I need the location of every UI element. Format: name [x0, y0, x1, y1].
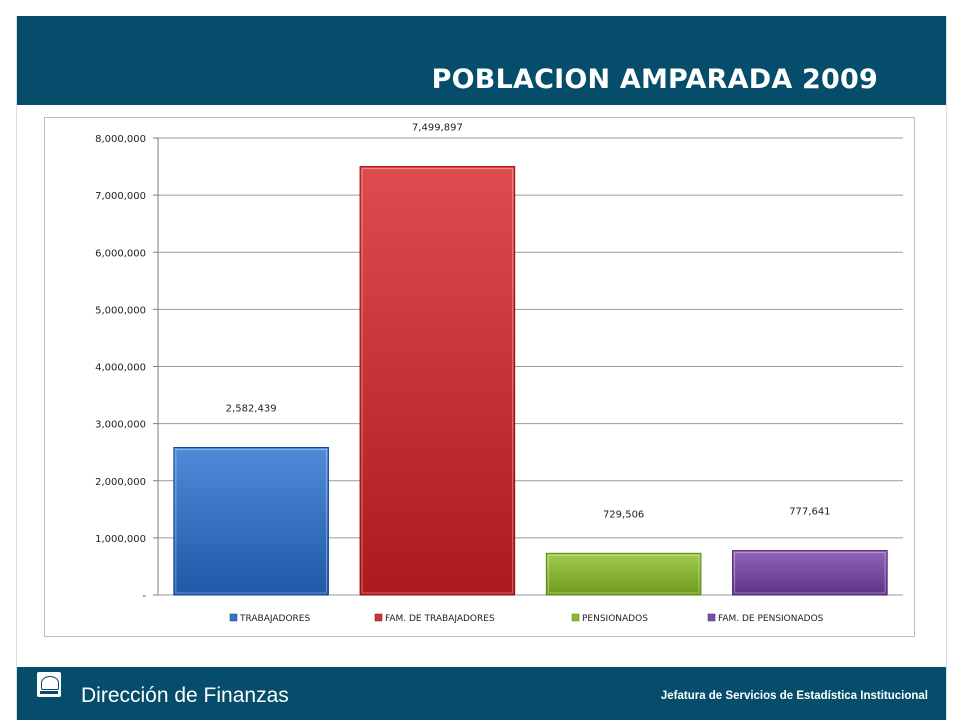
data-label: 7,499,897	[412, 123, 463, 134]
legend-swatch	[229, 613, 238, 622]
y-tick-label: 2,000,000	[95, 477, 146, 488]
bar-fam-de-pensionados	[732, 550, 888, 596]
slide: POBLACION AMPARADA 2009 - 1,000,000 2,000,…	[16, 16, 947, 720]
data-label: 2,582,439	[226, 403, 277, 414]
y-tick-label: 1,000,000	[95, 534, 146, 545]
bar-trabajadores	[173, 446, 329, 596]
y-tick-label: 4,000,000	[95, 363, 146, 374]
bar-bevel	[175, 448, 327, 594]
legend-swatch	[571, 613, 580, 622]
issste-logo-icon	[37, 672, 61, 697]
bar-fam-de-trabajadores	[359, 166, 516, 596]
footer-department: Dirección de Finanzas	[81, 684, 289, 707]
bar-bevel	[547, 554, 700, 594]
header-banner: POBLACION AMPARADA 2009	[17, 16, 946, 105]
legend-swatch	[374, 613, 383, 622]
y-tick-label: 5,000,000	[95, 305, 146, 316]
legend-label: TRABAJADORES	[239, 614, 310, 624]
y-tick-label: 3,000,000	[95, 420, 146, 431]
bar-pensionados	[545, 552, 702, 596]
data-label: 777,641	[789, 507, 830, 518]
legend-label: FAM. DE PENSIONADOS	[718, 614, 824, 624]
footer-banner: Dirección de Finanzas Jefatura de Servic…	[17, 667, 946, 720]
y-tick-label: -	[142, 591, 146, 602]
legend-label: FAM. DE TRABAJADORES	[385, 614, 495, 624]
slide-title: POBLACION AMPARADA 2009	[431, 64, 878, 95]
y-tick-label: 7,000,000	[95, 191, 146, 202]
bar-chart: - 1,000,000 2,000,000 3,000,000 4,000,000 5,0…	[95, 123, 903, 624]
y-tick-label: 6,000,000	[95, 248, 146, 259]
footer-office: Jefatura de Servicios de Estadística Ins…	[660, 690, 928, 702]
legend-label: PENSIONADOS	[582, 614, 648, 624]
data-label: 729,506	[603, 509, 644, 520]
y-tick-label: 8,000,000	[95, 134, 146, 145]
chart-frame: - 1,000,000 2,000,000 3,000,000 4,000,000 5,0…	[44, 117, 915, 637]
bar-bevel	[734, 552, 886, 594]
bar-bevel	[361, 168, 514, 594]
legend-swatch	[707, 613, 716, 622]
